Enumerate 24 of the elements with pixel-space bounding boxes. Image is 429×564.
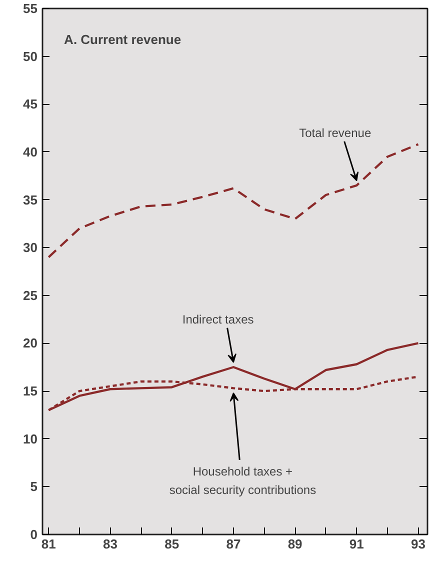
y-tick-label: 35 (23, 192, 38, 208)
x-tick-label: 81 (41, 536, 56, 552)
y-tick-label: 20 (23, 336, 38, 351)
text: Household taxes + social security contributions (169, 464, 316, 497)
x-tick-label: 85 (164, 536, 180, 552)
y-tick-label: 25 (23, 288, 38, 303)
y-tick-label: 10 (23, 431, 38, 446)
y-tick-label: 45 (23, 96, 38, 112)
y-tick-label: 0 (30, 527, 38, 542)
x-tick-label: 87 (226, 536, 241, 552)
y-tick-label: 5 (30, 479, 38, 494)
x-tick-label: 83 (103, 536, 118, 552)
text: A. Current revenue (64, 32, 182, 47)
text: Indirect taxes (182, 312, 254, 326)
series-label: Total revenue (299, 126, 372, 140)
y-tick-label: 50 (23, 48, 38, 64)
y-tick-label: 30 (23, 240, 38, 256)
y-tick-label: 15 (23, 384, 38, 399)
x-tick-label: 93 (411, 536, 426, 552)
x-tick-label: 91 (349, 536, 364, 552)
x-tick-label: 89 (288, 536, 302, 552)
y-tick-label: 55 (23, 1, 38, 16)
y-tick-label: 40 (23, 144, 38, 160)
line-series (48, 143, 420, 258)
